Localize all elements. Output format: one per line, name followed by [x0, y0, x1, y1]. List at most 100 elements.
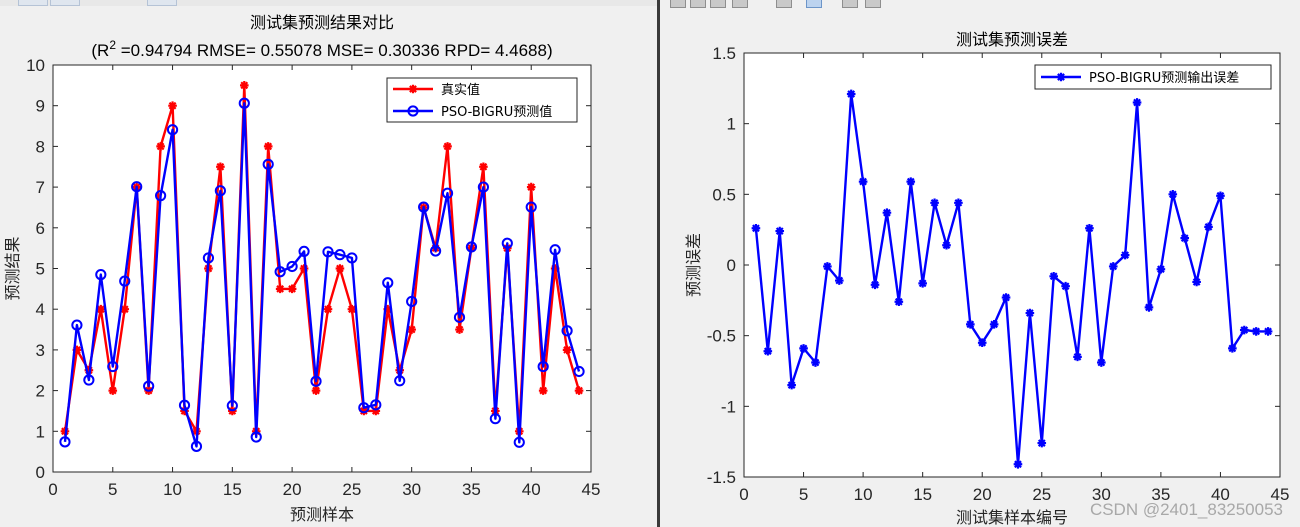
- x-tick-label: 15: [913, 485, 932, 504]
- x-tick-label: 40: [522, 480, 541, 499]
- x-tick-label: 35: [462, 480, 481, 499]
- x-tick-label: 10: [163, 480, 182, 499]
- toolbar-button-icon[interactable]: [776, 0, 792, 8]
- chart-1: 0 5 10 15 20 25 30 35 40 45012345678910测试集预测结果对比(…: [3, 13, 600, 524]
- data-point-star: [954, 198, 963, 208]
- data-point-circle: [370, 399, 382, 411]
- data-point-circle: [549, 244, 561, 256]
- x-tick-label: 40: [1211, 485, 1230, 504]
- plot-area: [52, 64, 592, 473]
- series-1: [751, 89, 1273, 469]
- data-point-circle: [155, 190, 167, 202]
- x-axis-title: 预测样本: [290, 505, 354, 524]
- toolbar-button-icon[interactable]: [147, 0, 177, 6]
- data-point-star: [942, 240, 951, 250]
- toolbar-button-icon[interactable]: [670, 0, 686, 8]
- data-point-star: [846, 89, 856, 99]
- data-point-star: [1251, 327, 1261, 336]
- data-point-star: [977, 338, 987, 348]
- data-point-star: [455, 325, 464, 334]
- legend-label: 真实值: [441, 82, 480, 98]
- y-tick-label: 10: [26, 56, 45, 75]
- x-tick-label: 45: [1271, 485, 1290, 504]
- data-point-star: [120, 304, 130, 314]
- y-tick-label: -0.5: [707, 327, 736, 346]
- data-point-star: [287, 284, 297, 294]
- x-tick-label: 20: [973, 485, 992, 504]
- data-point-star: [1013, 459, 1023, 469]
- data-point-circle: [95, 269, 107, 281]
- toolbar-button-icon[interactable]: [865, 0, 881, 8]
- x-tick-label: 5: [799, 485, 808, 504]
- data-point-star: [311, 386, 321, 395]
- data-point-star: [966, 320, 975, 329]
- toolbar-button-icon[interactable]: [806, 0, 822, 8]
- data-point-circle: [322, 246, 334, 258]
- data-point-star: [1120, 250, 1130, 260]
- data-point-circle: [143, 380, 155, 392]
- data-point-circle: [178, 399, 191, 411]
- data-point-star: [239, 81, 249, 90]
- data-point-circle: [561, 325, 573, 337]
- data-point-star: [1216, 191, 1225, 201]
- data-point-star: [550, 264, 560, 273]
- data-point-star: [216, 162, 225, 172]
- x-axis-title: 测试集样本编号: [956, 508, 1068, 527]
- x-tick-label: 30: [402, 480, 421, 499]
- data-point-star: [930, 198, 939, 208]
- data-point-star: [359, 406, 369, 416]
- data-point-star: [526, 182, 536, 192]
- data-point-star: [882, 208, 892, 218]
- data-point-star: [858, 177, 868, 186]
- data-point-star: [989, 320, 999, 329]
- data-point-star: [1228, 344, 1237, 353]
- data-point-star: [562, 345, 572, 355]
- data-point-star: [395, 365, 405, 375]
- data-point-star: [1061, 281, 1070, 291]
- data-point-star: [1073, 352, 1082, 362]
- x-tick-label: 25: [342, 480, 361, 499]
- x-tick-label: 0: [739, 485, 748, 504]
- y-tick-label: 6: [36, 219, 45, 238]
- subtitle-superscript: 2: [109, 38, 116, 52]
- data-point-star: [96, 304, 106, 314]
- x-tick-label: 0: [48, 480, 57, 499]
- toolbar-button-icon[interactable]: [18, 0, 48, 6]
- toolbar-button-icon[interactable]: [50, 0, 80, 6]
- data-point-star: [168, 101, 177, 110]
- data-point-star: [751, 223, 761, 233]
- data-point-star: [180, 406, 189, 416]
- data-point-star: [263, 142, 273, 151]
- data-point-circle: [406, 295, 418, 308]
- toolbar-button-icon[interactable]: [732, 0, 748, 8]
- data-point-circle: [358, 402, 370, 414]
- data-point-star: [323, 304, 333, 314]
- toolbar-button-icon[interactable]: [690, 0, 706, 8]
- subtitle-prefix: (R: [91, 41, 109, 60]
- data-point-circle: [537, 360, 549, 373]
- legend-label: PSO-BIGRU预测输出误差: [1089, 70, 1239, 86]
- data-point-star: [823, 262, 832, 271]
- data-point-star: [1085, 223, 1094, 233]
- y-tick-label: 1: [36, 422, 45, 441]
- y-tick-label: 1: [727, 115, 736, 134]
- window-divider: [657, 0, 660, 527]
- x-tick-label: 20: [283, 480, 302, 499]
- legend-label: PSO-BIGRU预测值: [441, 104, 552, 120]
- data-point-star: [1132, 98, 1142, 107]
- y-tick-label: -1.5: [707, 468, 736, 487]
- data-point-circle: [453, 311, 466, 323]
- data-point-circle: [429, 245, 442, 257]
- data-point-star: [335, 264, 345, 273]
- toolbar-button-icon[interactable]: [842, 0, 858, 8]
- data-point-star: [1144, 303, 1154, 312]
- data-point-star: [1168, 190, 1178, 199]
- y-tick-label: 9: [36, 97, 45, 116]
- legend: PSO-BIGRU预测输出误差: [1034, 64, 1272, 90]
- data-point-circle: [214, 185, 226, 197]
- toolbar-button-icon[interactable]: [710, 0, 726, 8]
- series-2: [59, 97, 585, 452]
- x-tick-label: 30: [1092, 485, 1111, 504]
- marker-star-icon: [1056, 72, 1066, 82]
